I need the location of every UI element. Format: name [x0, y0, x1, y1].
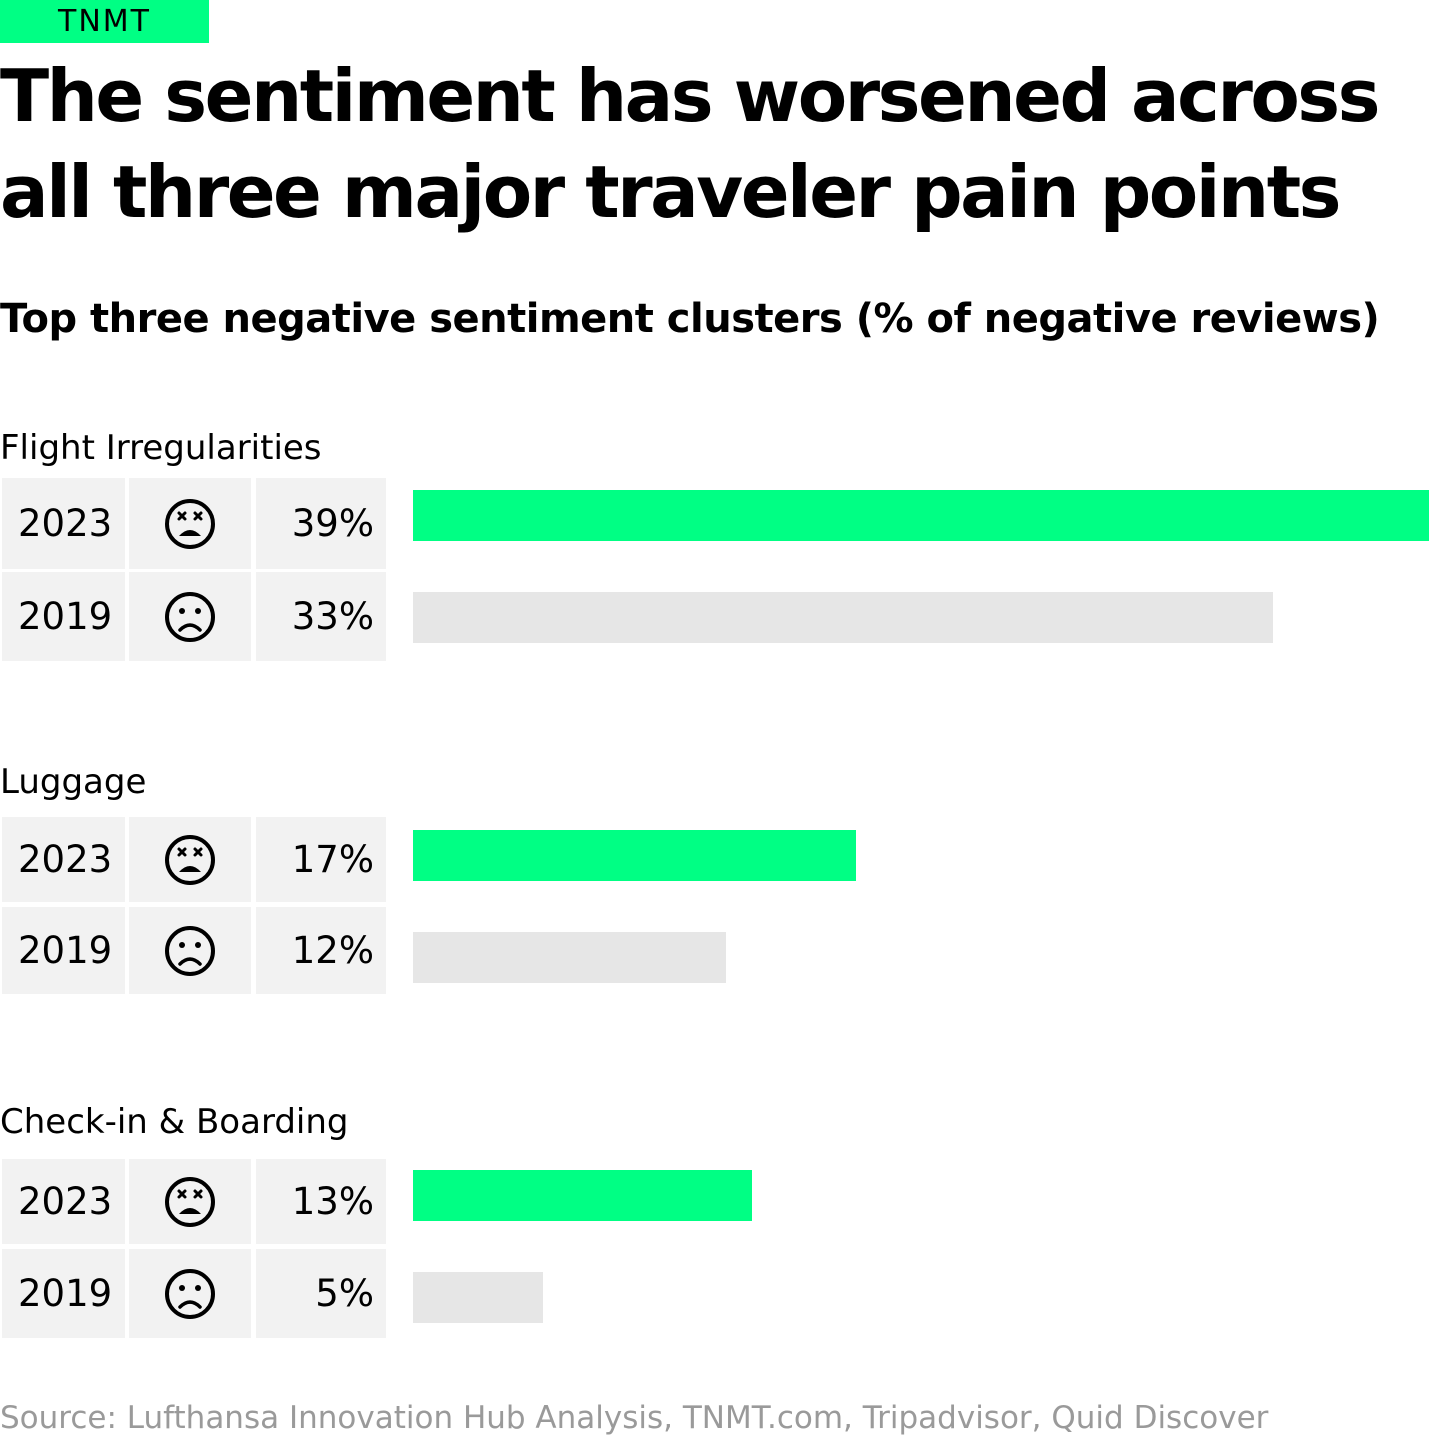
year-label: 2023 — [2, 478, 125, 569]
dizzy-face-icon — [165, 834, 215, 885]
year-label: 2019 — [2, 1249, 125, 1338]
bar-2019 — [413, 592, 1273, 643]
year-label: 2023 — [2, 817, 125, 902]
year-label: 2019 — [2, 907, 125, 994]
year-label: 2023 — [2, 1159, 125, 1244]
data-label: 12% — [256, 907, 386, 994]
bar-2023 — [413, 1170, 752, 1221]
chart-title: The sentiment has worsened across all th… — [0, 54, 1381, 234]
data-label: 17% — [256, 817, 386, 902]
category-label: Luggage — [0, 762, 147, 802]
chart-subtitle: Top three negative sentiment clusters (%… — [0, 296, 1380, 342]
sentiment-icon-cell — [129, 572, 251, 661]
data-label: 39% — [256, 478, 386, 569]
dizzy-face-icon — [165, 1176, 215, 1227]
year-label: 2019 — [2, 572, 125, 661]
data-label: 33% — [256, 572, 386, 661]
data-label: 13% — [256, 1159, 386, 1244]
bar-2023 — [413, 830, 856, 881]
bar-2023 — [413, 490, 1429, 541]
sentiment-icon-cell — [129, 1159, 251, 1244]
brand-name: TNMT — [58, 3, 151, 39]
source-note: Source: Lufthansa Innovation Hub Analysi… — [0, 1400, 1269, 1436]
category-label: Flight Irregularities — [0, 428, 322, 468]
brand-logo: TNMT — [0, 0, 209, 43]
sentiment-icon-cell — [129, 817, 251, 902]
category-label: Check-in & Boarding — [0, 1102, 349, 1142]
data-label: 5% — [256, 1249, 386, 1338]
sentiment-icon-cell — [129, 478, 251, 569]
sentiment-icon-cell — [129, 1249, 251, 1338]
frowning-face-icon — [165, 591, 215, 642]
dizzy-face-icon — [165, 498, 215, 549]
frowning-face-icon — [165, 925, 215, 976]
bar-2019 — [413, 932, 726, 983]
bar-2019 — [413, 1272, 543, 1323]
sentiment-icon-cell — [129, 907, 251, 994]
frowning-face-icon — [165, 1268, 215, 1319]
